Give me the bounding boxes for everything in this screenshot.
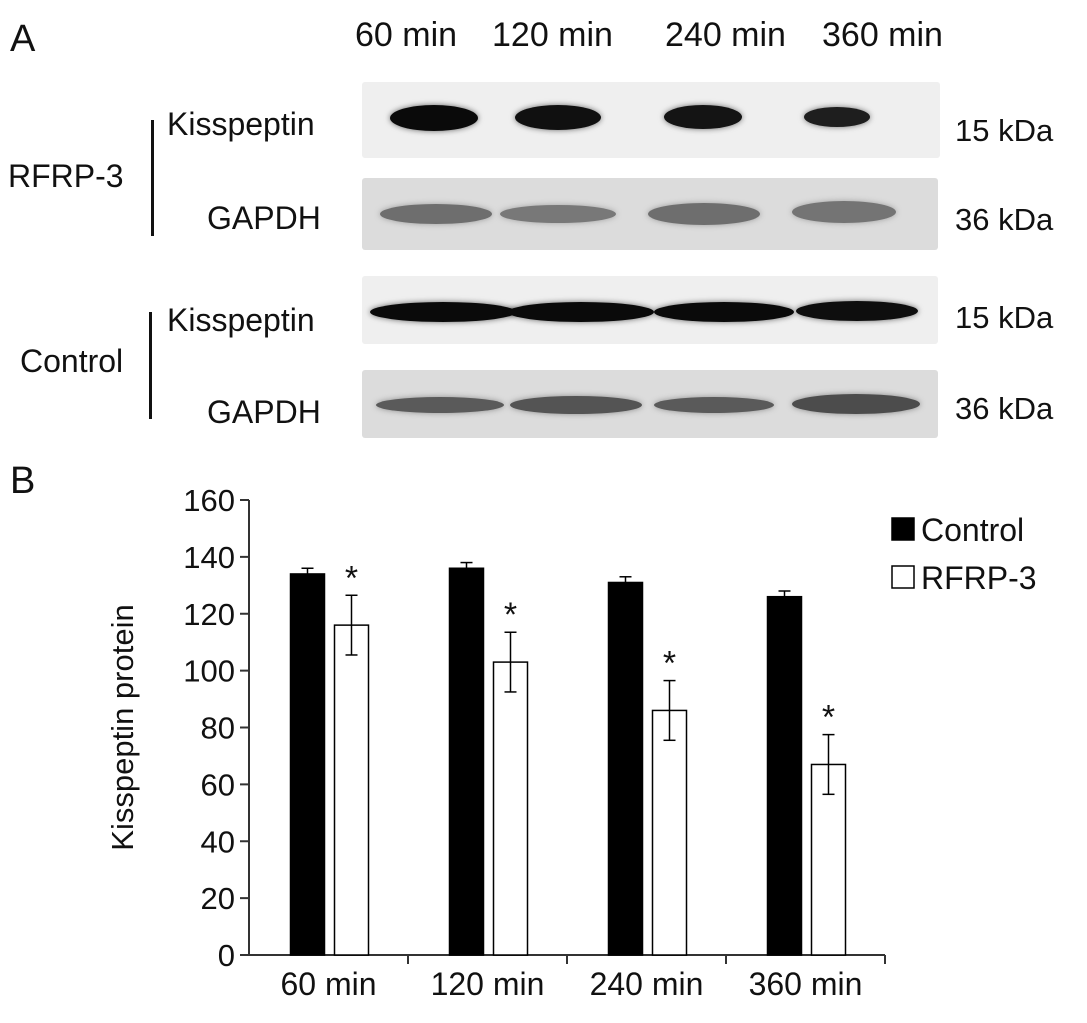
row-label-kisspeptin-rfrp3: Kisspeptin — [167, 106, 315, 142]
blot-strip-gapdh-control — [362, 370, 938, 438]
significance-asterisk: * — [504, 596, 517, 634]
x-tick-label: 60 min — [280, 966, 376, 1002]
y-tick-label: 60 — [201, 767, 235, 802]
group-bracket-control — [149, 312, 152, 419]
bar-control — [448, 567, 485, 956]
legend-label: Control — [921, 512, 1024, 548]
blot-strip-gapdh-rfrp3 — [362, 178, 938, 250]
bar-control — [289, 573, 326, 956]
bar-control — [766, 595, 803, 956]
bar-rfrp-3 — [492, 661, 529, 956]
x-tick-label: 360 min — [749, 966, 863, 1002]
bar-rfrp-3 — [333, 624, 370, 956]
band — [796, 301, 918, 321]
legend-swatch — [891, 517, 915, 541]
kda-label-kisspeptin-control: 15 kDa — [955, 300, 1054, 335]
y-tick-label: 100 — [183, 654, 235, 689]
y-tick-label: 40 — [201, 824, 235, 859]
band — [654, 302, 794, 322]
band — [664, 105, 742, 129]
legend-label: RFRP-3 — [921, 560, 1037, 596]
bar-rfrp-3 — [651, 709, 688, 956]
panel-a-letter: A — [10, 18, 36, 60]
significance-asterisk: * — [345, 559, 358, 597]
row-label-gapdh-rfrp3: GAPDH — [207, 200, 321, 236]
group-bracket-rfrp3 — [151, 120, 154, 236]
band — [380, 204, 492, 224]
x-tick-label: 120 min — [431, 966, 545, 1002]
kda-label-gapdh-control: 36 kDa — [955, 391, 1054, 426]
group-label-control: Control — [20, 343, 124, 379]
y-tick-label: 20 — [201, 881, 235, 916]
blot-strip-kisspeptin-control — [362, 276, 938, 344]
band — [804, 107, 870, 127]
band — [510, 396, 642, 414]
significance-asterisk: * — [822, 699, 835, 737]
y-tick-label: 0 — [218, 938, 235, 973]
band — [500, 205, 616, 223]
band — [648, 203, 760, 225]
band — [370, 302, 516, 322]
lane-label-360: 360 min — [822, 16, 943, 54]
bar-control — [607, 581, 644, 956]
significance-asterisk: * — [663, 645, 676, 683]
band — [508, 302, 654, 322]
y-tick-label: 120 — [183, 597, 235, 632]
kda-label-gapdh-rfrp3: 36 kDa — [955, 202, 1054, 237]
band — [792, 201, 896, 223]
band — [515, 105, 601, 130]
band — [654, 397, 774, 413]
band — [376, 397, 504, 413]
x-tick-label: 240 min — [590, 966, 704, 1002]
lane-label-60: 60 min — [355, 16, 458, 54]
y-tick-label: 140 — [183, 540, 235, 575]
blot-strip-kisspeptin-rfrp3 — [362, 82, 940, 158]
lane-label-120: 120 min — [492, 16, 613, 54]
group-label-rfrp3: RFRP-3 — [8, 158, 124, 194]
y-tick-label: 80 — [201, 711, 235, 746]
kda-label-kisspeptin-rfrp3: 15 kDa — [955, 113, 1054, 148]
bar-rfrp-3 — [810, 763, 847, 956]
y-tick-label: 160 — [183, 483, 235, 518]
row-label-kisspeptin-control: Kisspeptin — [167, 302, 315, 338]
lane-label-240: 240 min — [665, 16, 786, 54]
legend-swatch — [891, 565, 915, 589]
band — [390, 105, 478, 131]
panel-b-letter: B — [10, 460, 36, 502]
y-axis-title: Kisspeptin protein — [105, 604, 140, 850]
row-label-gapdh-control: GAPDH — [207, 394, 321, 430]
band — [792, 394, 920, 414]
